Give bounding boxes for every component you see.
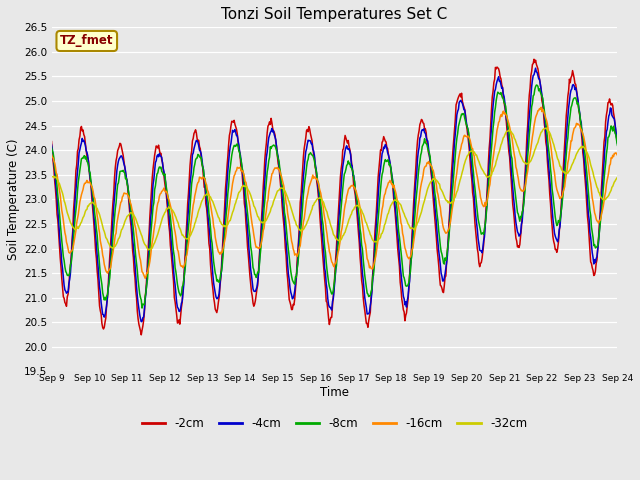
-4cm	[116, 155, 124, 160]
Line: -2cm: -2cm	[52, 59, 618, 335]
-16cm	[420, 165, 428, 170]
-8cm	[532, 82, 540, 88]
-4cm	[138, 319, 145, 324]
Line: -8cm: -8cm	[52, 85, 618, 308]
-4cm	[175, 305, 182, 311]
-2cm	[116, 141, 124, 146]
-8cm	[175, 286, 182, 292]
-16cm	[614, 153, 621, 158]
-2cm	[614, 139, 621, 145]
-32cm	[614, 174, 621, 180]
-8cm	[116, 168, 124, 174]
-32cm	[48, 174, 56, 180]
Title: Tonzi Soil Temperatures Set C: Tonzi Soil Temperatures Set C	[221, 7, 447, 22]
-32cm	[116, 233, 124, 239]
-4cm	[420, 130, 428, 136]
Y-axis label: Soil Temperature (C): Soil Temperature (C)	[7, 139, 20, 260]
-16cm	[175, 249, 182, 254]
-2cm	[58, 276, 65, 281]
-4cm	[204, 215, 212, 221]
-2cm	[420, 126, 428, 132]
-4cm	[614, 140, 621, 146]
-32cm	[58, 188, 65, 194]
-16cm	[404, 255, 412, 261]
Legend: -2cm, -4cm, -8cm, -16cm, -32cm: -2cm, -4cm, -8cm, -16cm, -32cm	[137, 412, 532, 434]
-32cm	[145, 247, 152, 252]
Line: -32cm: -32cm	[52, 128, 618, 250]
-2cm	[48, 139, 56, 144]
-8cm	[48, 144, 56, 150]
-16cm	[141, 276, 149, 281]
-8cm	[404, 282, 412, 288]
-8cm	[204, 200, 212, 205]
-2cm	[175, 320, 182, 325]
-16cm	[116, 203, 124, 209]
-2cm	[530, 56, 538, 62]
-8cm	[420, 136, 428, 142]
-32cm	[175, 220, 182, 226]
-8cm	[138, 305, 146, 311]
-32cm	[543, 125, 550, 131]
Line: -4cm: -4cm	[52, 68, 618, 322]
-2cm	[404, 296, 412, 302]
-4cm	[48, 142, 56, 147]
-2cm	[204, 227, 212, 232]
-32cm	[420, 197, 428, 203]
X-axis label: Time: Time	[320, 386, 349, 399]
-16cm	[48, 151, 56, 157]
-8cm	[614, 143, 621, 148]
Text: TZ_fmet: TZ_fmet	[60, 35, 113, 48]
-4cm	[58, 260, 65, 265]
-16cm	[58, 207, 65, 213]
Line: -16cm: -16cm	[52, 108, 618, 278]
-8cm	[58, 238, 65, 243]
-16cm	[537, 105, 545, 110]
-2cm	[138, 332, 145, 338]
-32cm	[404, 221, 412, 227]
-4cm	[532, 65, 540, 71]
-4cm	[404, 293, 412, 299]
-32cm	[204, 192, 212, 198]
-16cm	[204, 189, 212, 194]
